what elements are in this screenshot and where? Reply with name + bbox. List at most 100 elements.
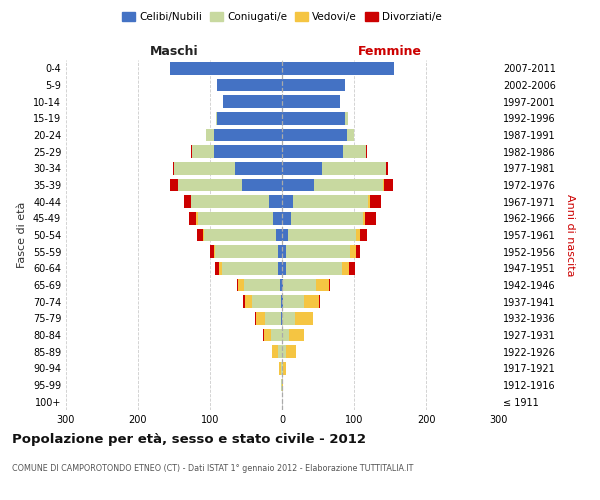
Bar: [347, 129, 354, 141]
Bar: [288, 229, 356, 241]
Bar: [265, 312, 281, 324]
Bar: [370, 196, 380, 208]
Bar: [282, 329, 289, 341]
Bar: [342, 262, 349, 274]
Bar: [278, 262, 282, 274]
Bar: [346, 112, 347, 124]
Bar: [281, 379, 282, 391]
Bar: [282, 346, 286, 358]
Bar: [278, 246, 282, 258]
Bar: [349, 262, 355, 274]
Bar: [214, 129, 282, 141]
Bar: [279, 362, 281, 374]
Bar: [304, 296, 319, 308]
Bar: [286, 246, 350, 258]
Bar: [368, 196, 370, 208]
Bar: [272, 346, 278, 358]
Bar: [196, 212, 198, 224]
Y-axis label: Anni di nascita: Anni di nascita: [565, 194, 575, 276]
Bar: [282, 246, 286, 258]
Bar: [214, 246, 215, 258]
Bar: [282, 262, 286, 274]
Bar: [189, 212, 196, 224]
Bar: [271, 329, 282, 341]
Bar: [282, 96, 340, 108]
Bar: [192, 146, 214, 158]
Bar: [295, 312, 313, 324]
Bar: [319, 296, 320, 308]
Bar: [366, 146, 367, 158]
Bar: [210, 246, 214, 258]
Bar: [383, 179, 384, 192]
Bar: [222, 262, 278, 274]
Bar: [173, 162, 174, 174]
Bar: [282, 362, 283, 374]
Bar: [360, 229, 367, 241]
Bar: [178, 179, 242, 192]
Bar: [286, 262, 342, 274]
Bar: [276, 229, 282, 241]
Bar: [316, 279, 329, 291]
Bar: [282, 296, 283, 308]
Bar: [386, 162, 388, 174]
Bar: [282, 162, 322, 174]
Bar: [282, 62, 394, 74]
Bar: [174, 162, 235, 174]
Bar: [280, 279, 282, 291]
Bar: [286, 346, 296, 358]
Bar: [283, 362, 286, 374]
Bar: [282, 379, 283, 391]
Bar: [282, 179, 314, 192]
Bar: [191, 146, 192, 158]
Bar: [356, 246, 360, 258]
Text: Femmine: Femmine: [358, 46, 422, 59]
Bar: [356, 229, 360, 241]
Text: Popolazione per età, sesso e stato civile - 2012: Popolazione per età, sesso e stato civil…: [12, 432, 366, 446]
Bar: [282, 279, 283, 291]
Bar: [343, 146, 366, 158]
Bar: [238, 279, 244, 291]
Bar: [264, 329, 271, 341]
Bar: [236, 279, 238, 291]
Bar: [198, 212, 274, 224]
Bar: [281, 312, 282, 324]
Bar: [203, 229, 204, 241]
Bar: [215, 246, 278, 258]
Bar: [215, 262, 218, 274]
Bar: [242, 179, 282, 192]
Bar: [243, 296, 245, 308]
Bar: [322, 162, 386, 174]
Bar: [191, 196, 269, 208]
Bar: [365, 212, 376, 224]
Bar: [329, 279, 330, 291]
Bar: [281, 296, 282, 308]
Bar: [350, 246, 356, 258]
Bar: [263, 329, 264, 341]
Bar: [282, 112, 346, 124]
Bar: [216, 112, 217, 124]
Bar: [223, 96, 282, 108]
Bar: [282, 229, 288, 241]
Bar: [274, 212, 282, 224]
Y-axis label: Fasce di età: Fasce di età: [17, 202, 27, 268]
Bar: [184, 196, 191, 208]
Bar: [290, 212, 362, 224]
Bar: [252, 296, 281, 308]
Bar: [197, 229, 203, 241]
Bar: [282, 312, 295, 324]
Bar: [235, 162, 282, 174]
Bar: [214, 146, 282, 158]
Bar: [282, 129, 347, 141]
Bar: [384, 179, 393, 192]
Bar: [245, 296, 252, 308]
Bar: [217, 79, 282, 92]
Text: COMUNE DI CAMPOROTONDO ETNEO (CT) - Dati ISTAT 1° gennaio 2012 - Elaborazione TU: COMUNE DI CAMPOROTONDO ETNEO (CT) - Dati…: [12, 464, 413, 473]
Bar: [244, 279, 280, 291]
Bar: [281, 362, 282, 374]
Bar: [206, 129, 214, 141]
Bar: [282, 146, 343, 158]
Bar: [217, 112, 282, 124]
Bar: [170, 179, 178, 192]
Legend: Celibi/Nubili, Coniugati/e, Vedovi/e, Divorziati/e: Celibi/Nubili, Coniugati/e, Vedovi/e, Di…: [118, 8, 446, 26]
Bar: [362, 212, 365, 224]
